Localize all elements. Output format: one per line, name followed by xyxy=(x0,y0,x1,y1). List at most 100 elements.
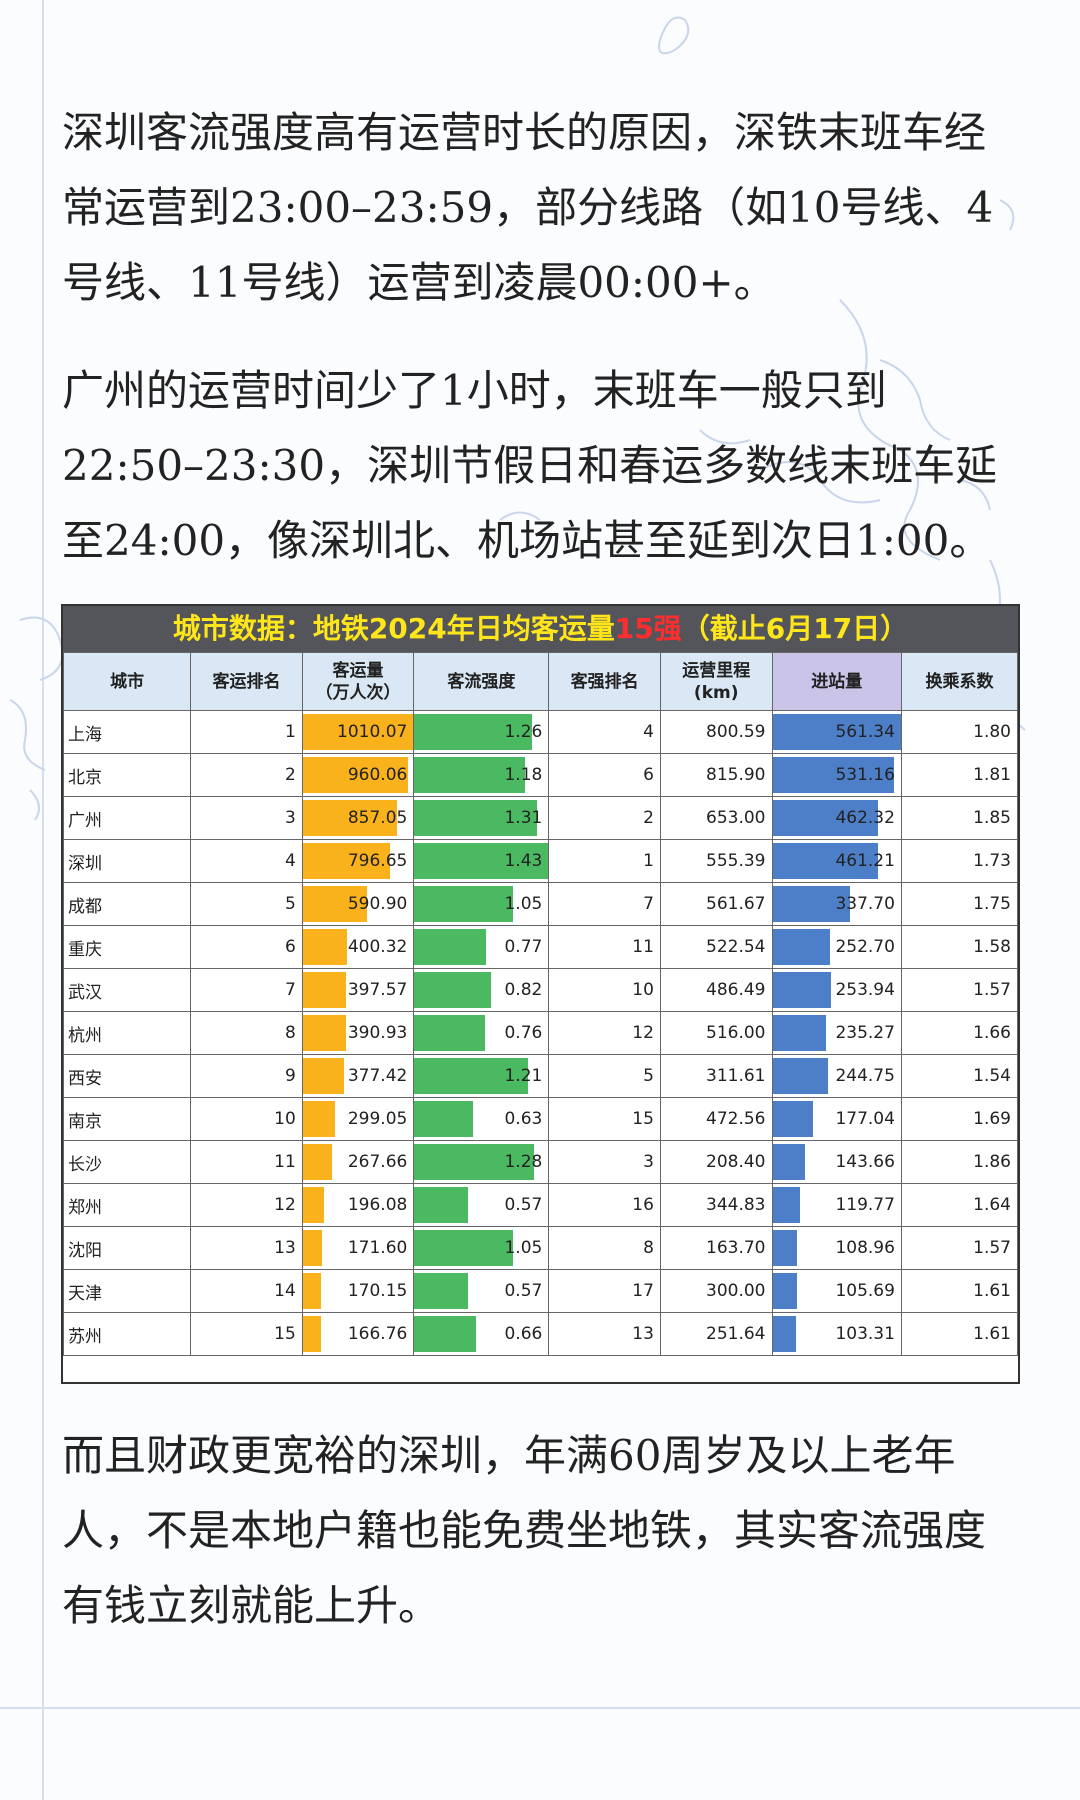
table-row: 武汉 7 397.57 0.82 10 486.49 253.94 1.57 xyxy=(62,968,1019,1012)
cell-volume-bar xyxy=(303,886,368,922)
cell-intensity-rank-value: 15 xyxy=(632,1109,654,1129)
cell-mileage: 472.56 xyxy=(659,1097,773,1141)
cell-intensity-rank-value: 10 xyxy=(632,980,654,1000)
cell-intensity-rank: 11 xyxy=(548,925,661,969)
table-row: 郑州 12 196.08 0.57 16 344.83 119.77 1.64 xyxy=(62,1183,1019,1227)
cell-entries: 561.34 xyxy=(771,710,902,754)
cell-entries-bar xyxy=(773,843,879,879)
table-title: 城市数据：地铁2024年日均客运量15强（截止6月17日） xyxy=(63,606,1018,652)
cell-volume: 170.15 xyxy=(301,1269,415,1313)
cell-intensity-rank-value: 3 xyxy=(643,1152,654,1172)
cell-transfer-value: 1.58 xyxy=(973,937,1011,957)
cell-city: 广州 xyxy=(62,796,192,840)
cell-intensity-bar xyxy=(414,843,548,879)
cell-city: 成都 xyxy=(62,882,192,926)
cell-intensity-rank-value: 16 xyxy=(632,1195,654,1215)
cell-volume-value: 267.66 xyxy=(347,1152,408,1172)
cell-city-value: 苏州 xyxy=(68,1326,102,1347)
cell-mileage: 800.59 xyxy=(659,710,773,754)
cell-city: 西安 xyxy=(62,1054,192,1098)
cell-volume-rank-value: 14 xyxy=(274,1281,296,1301)
cell-mileage-value: 472.56 xyxy=(706,1109,766,1129)
cell-intensity: 1.18 xyxy=(413,753,550,797)
header-volume-rank: 客运排名 xyxy=(190,652,303,711)
table-row: 广州 3 857.05 1.31 2 653.00 462.32 1.85 xyxy=(62,796,1019,840)
cell-city-value: 长沙 xyxy=(68,1154,102,1175)
cell-entries-value: 108.96 xyxy=(835,1238,895,1258)
cell-entries-value: 177.04 xyxy=(835,1109,895,1129)
header-entries: 进站量 xyxy=(771,652,902,711)
cell-intensity: 1.05 xyxy=(413,882,550,926)
cell-volume-bar xyxy=(303,1316,321,1352)
cell-mileage: 163.70 xyxy=(659,1226,773,1270)
cell-entries: 235.27 xyxy=(771,1011,902,1055)
cell-city: 南京 xyxy=(62,1097,192,1141)
cell-city: 长沙 xyxy=(62,1140,192,1184)
cell-intensity-bar xyxy=(414,929,487,965)
cell-intensity-rank-value: 7 xyxy=(643,894,654,914)
cell-intensity: 0.66 xyxy=(413,1312,550,1356)
cell-mileage: 516.00 xyxy=(659,1011,773,1055)
cell-volume-rank: 5 xyxy=(190,882,303,926)
cell-transfer-value: 1.61 xyxy=(973,1324,1011,1344)
cell-intensity-rank: 17 xyxy=(548,1269,661,1313)
cell-mileage-value: 815.90 xyxy=(706,765,766,785)
cell-transfer: 1.61 xyxy=(900,1312,1019,1356)
cell-volume-value: 796.65 xyxy=(347,851,408,871)
cell-intensity-bar xyxy=(414,1015,486,1051)
cell-transfer: 1.66 xyxy=(900,1011,1019,1055)
cell-intensity-rank: 2 xyxy=(548,796,661,840)
table-row: 重庆 6 400.32 0.77 11 522.54 252.70 1.58 xyxy=(62,925,1019,969)
cell-transfer: 1.57 xyxy=(900,1226,1019,1270)
table-title-main: 城市数据：地铁2024年日均客运量 xyxy=(172,612,615,645)
cell-mileage-value: 800.59 xyxy=(706,722,766,742)
cell-volume-bar xyxy=(303,1187,325,1223)
cell-city-value: 广州 xyxy=(68,810,102,831)
cell-volume-bar xyxy=(303,1058,345,1094)
cell-volume-bar xyxy=(303,757,408,793)
cell-city: 天津 xyxy=(62,1269,192,1313)
cell-entries-value: 252.70 xyxy=(835,937,895,957)
cell-transfer-value: 1.66 xyxy=(973,1023,1011,1043)
cell-mileage-value: 522.54 xyxy=(706,937,766,957)
cell-volume-value: 171.60 xyxy=(347,1238,408,1258)
cell-entries: 337.70 xyxy=(771,882,902,926)
cell-volume-value: 196.08 xyxy=(347,1195,408,1215)
cell-entries: 108.96 xyxy=(771,1226,902,1270)
header-intensity-rank: 客强排名 xyxy=(548,652,661,711)
cell-city: 上海 xyxy=(62,710,192,754)
cell-intensity-bar xyxy=(414,1316,477,1352)
cell-intensity-value: 0.57 xyxy=(504,1195,543,1215)
cell-transfer: 1.75 xyxy=(900,882,1019,926)
cell-city: 武汉 xyxy=(62,968,192,1012)
cell-volume-bar xyxy=(303,1015,346,1051)
cell-volume: 796.65 xyxy=(301,839,415,883)
header-transfer: 换乘系数 xyxy=(900,652,1019,711)
cell-intensity-rank-value: 4 xyxy=(643,722,654,742)
cell-city: 深圳 xyxy=(62,839,192,883)
cell-volume: 267.66 xyxy=(301,1140,415,1184)
cell-volume-rank: 9 xyxy=(190,1054,303,1098)
header-mileage: 运营里程 (km) xyxy=(659,652,773,711)
cell-volume-bar xyxy=(303,1230,322,1266)
cell-volume-bar xyxy=(303,1273,322,1309)
cell-intensity: 1.31 xyxy=(413,796,550,840)
cell-volume-value: 170.15 xyxy=(347,1281,408,1301)
cell-transfer-value: 1.64 xyxy=(973,1195,1011,1215)
cell-transfer-value: 1.69 xyxy=(973,1109,1011,1129)
header-volume: 客运量 （万人次） xyxy=(301,652,415,711)
cell-intensity-rank-value: 12 xyxy=(632,1023,654,1043)
cell-intensity-value: 1.05 xyxy=(504,1238,543,1258)
cell-volume-bar xyxy=(303,929,347,965)
cell-mileage: 300.00 xyxy=(659,1269,773,1313)
cell-volume-value: 166.76 xyxy=(347,1324,408,1344)
cell-volume-rank-value: 7 xyxy=(284,980,296,1000)
header-mileage-label: 运营里程 xyxy=(682,660,751,681)
cell-transfer: 1.64 xyxy=(900,1183,1019,1227)
cell-city-value: 武汉 xyxy=(68,982,102,1003)
cell-intensity-value: 1.43 xyxy=(504,851,543,871)
cell-mileage-value: 251.64 xyxy=(706,1324,766,1344)
cell-mileage: 522.54 xyxy=(659,925,773,969)
table-row: 苏州 15 166.76 0.66 13 251.64 103.31 1.61 xyxy=(62,1312,1019,1356)
cell-city: 重庆 xyxy=(62,925,192,969)
